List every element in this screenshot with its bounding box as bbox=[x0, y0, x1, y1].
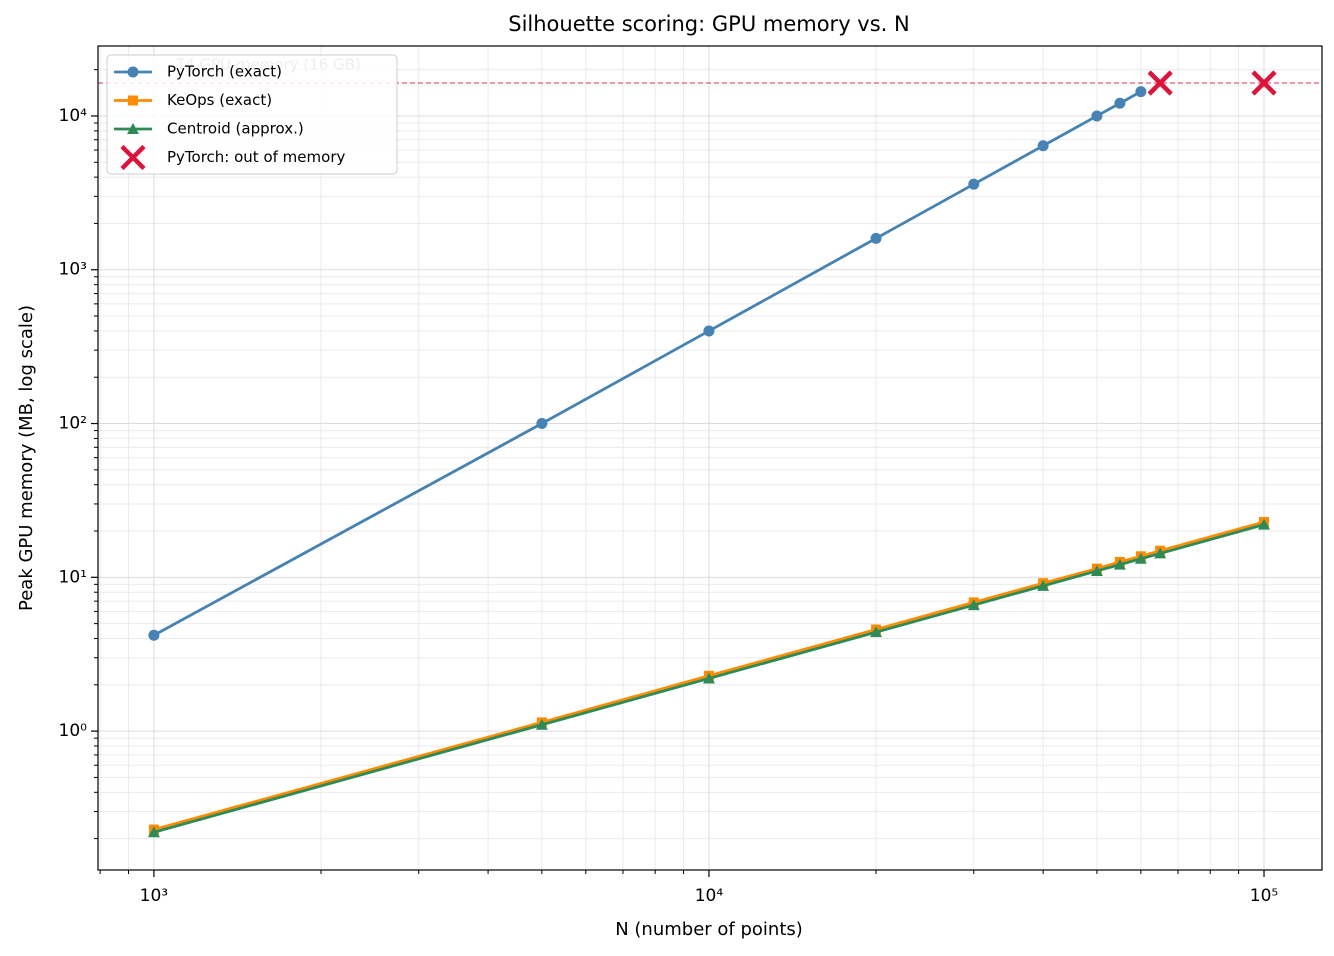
y-tick-label: 10¹ bbox=[59, 567, 87, 587]
legend-marker bbox=[127, 66, 139, 78]
legend-label: PyTorch (exact) bbox=[167, 63, 282, 81]
legend-marker bbox=[120, 144, 146, 171]
plot-frame bbox=[97, 45, 1323, 871]
marker bbox=[535, 718, 548, 730]
chart-title: Silhouette scoring: GPU memory vs. N bbox=[508, 12, 909, 36]
x-tick-label: 10⁵ bbox=[1250, 886, 1278, 906]
marker bbox=[1114, 97, 1126, 109]
marker bbox=[1091, 110, 1103, 122]
marker bbox=[870, 232, 882, 244]
marker bbox=[967, 599, 980, 611]
marker bbox=[703, 325, 715, 337]
marker bbox=[148, 629, 160, 641]
marker bbox=[1090, 564, 1103, 576]
marker bbox=[1113, 558, 1126, 570]
marker bbox=[536, 418, 548, 430]
legend-label: KeOps (exact) bbox=[167, 91, 272, 109]
marker bbox=[1251, 70, 1277, 96]
legend-box bbox=[106, 54, 398, 175]
marker bbox=[1147, 70, 1173, 96]
x-axis-label: N (number of points) bbox=[615, 919, 803, 940]
marker bbox=[1154, 547, 1167, 559]
marker bbox=[702, 672, 715, 684]
y-tick-label: 10⁰ bbox=[59, 721, 88, 741]
marker bbox=[147, 826, 160, 838]
marker bbox=[870, 626, 883, 638]
x-tick-label: 10⁴ bbox=[695, 886, 724, 906]
legend-marker bbox=[127, 123, 139, 134]
marker bbox=[968, 178, 980, 190]
y-tick-label: 10² bbox=[59, 414, 87, 434]
marker bbox=[1037, 140, 1049, 152]
legend-label: Centroid (approx.) bbox=[167, 120, 304, 138]
marker bbox=[1135, 86, 1147, 98]
y-axis-label: Peak GPU memory (MB, log scale) bbox=[16, 305, 37, 611]
y-tick-label: 10³ bbox=[59, 260, 87, 280]
y-tick-label: 10⁴ bbox=[59, 106, 88, 126]
marker bbox=[1134, 552, 1147, 564]
marker bbox=[1037, 579, 1050, 591]
marker bbox=[1258, 518, 1271, 530]
x-tick-label: 10³ bbox=[140, 886, 168, 906]
legend-marker bbox=[128, 95, 138, 106]
legend-label: PyTorch: out of memory bbox=[167, 148, 345, 166]
